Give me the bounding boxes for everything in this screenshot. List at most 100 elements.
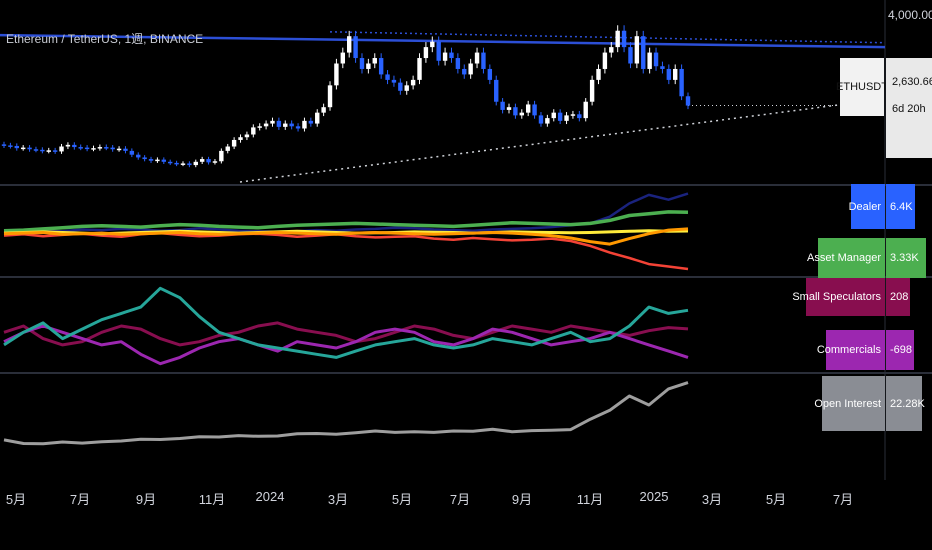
candle-body — [378, 58, 384, 75]
candle-body — [193, 161, 198, 166]
candle-body — [506, 107, 512, 110]
candle-body — [244, 134, 250, 138]
candle-body — [602, 52, 608, 69]
time-axis-tick: 3月 — [327, 492, 349, 507]
candle-body — [634, 36, 640, 64]
candle-body — [65, 144, 71, 147]
candle-body — [500, 101, 505, 110]
open-interest-pane — [3, 381, 689, 446]
legend-asset-manager-value: 3.33K — [886, 238, 926, 278]
candle-body — [653, 52, 659, 67]
candle-body — [589, 79, 595, 102]
legend-asset-manager-name: Asset Manager — [807, 238, 885, 278]
candle-body — [557, 112, 563, 121]
candle-body — [321, 107, 326, 113]
candle-body — [225, 146, 230, 151]
candle-body — [353, 36, 358, 59]
candle-body — [334, 63, 339, 86]
candle-body — [251, 127, 256, 135]
candle-body — [596, 68, 601, 80]
bar-countdown: 6d 20h — [892, 103, 926, 115]
candle-body — [40, 149, 45, 152]
candle-body — [315, 112, 320, 124]
candle-body — [110, 147, 115, 150]
candle-body — [91, 148, 96, 150]
candle-body — [340, 52, 346, 64]
candle-body — [116, 148, 122, 151]
pane-separators — [0, 0, 932, 480]
candle-body — [532, 104, 537, 116]
candle-body — [212, 161, 218, 163]
time-axis-tick: 11月 — [198, 492, 226, 507]
candle-body — [52, 150, 58, 152]
candle-body — [666, 68, 672, 80]
time-axis-tick: 7月 — [69, 492, 91, 507]
chart-title: Ethereum / TetherUS, 1週, BINANCE — [6, 32, 204, 46]
candle-body — [609, 47, 614, 53]
price-axis-top-label: 4,000.00 — [888, 8, 932, 22]
candle-body — [174, 162, 179, 165]
candle-body — [366, 63, 371, 69]
candle-body — [641, 36, 646, 69]
candle-body — [474, 52, 480, 64]
candle-body — [398, 82, 403, 91]
legend-dealer-value: 6.4K — [886, 184, 915, 229]
series-line-unlabeled — [3, 286, 689, 359]
candle-body — [46, 150, 51, 152]
candle-body — [359, 58, 365, 69]
candle-body — [295, 126, 301, 129]
series-line-leveraged-funds — [3, 231, 689, 271]
candle-body — [231, 139, 237, 147]
candle-body — [270, 120, 275, 124]
candle-body — [660, 66, 665, 69]
candle-body — [206, 159, 211, 163]
cot-spec-pane — [3, 286, 689, 366]
last-price-badge: 2,630.66 6d 20h — [886, 58, 932, 158]
time-axis-tick: 7月 — [832, 492, 854, 507]
candle-body — [1, 144, 7, 146]
last-price-value: 2,630.66 — [892, 76, 932, 88]
resistance-trendline — [0, 33, 886, 49]
candle-body — [187, 163, 192, 166]
candle-body — [263, 123, 269, 127]
cot-main-pane — [3, 192, 689, 271]
candle-body — [404, 85, 409, 91]
candle-body — [257, 126, 262, 128]
candle-body — [685, 96, 691, 106]
candle-body — [72, 144, 77, 148]
time-axis-tick: 5月 — [765, 492, 787, 507]
candle-body — [417, 58, 422, 80]
candle-body — [462, 68, 467, 75]
candle-body — [276, 120, 282, 127]
candle-body — [84, 147, 90, 150]
candle-body — [97, 147, 103, 149]
candle-body — [513, 107, 518, 116]
legend-dealer-name: Dealer — [849, 184, 885, 229]
candle-body — [391, 79, 397, 83]
candle-body — [123, 148, 128, 151]
candle-body — [468, 63, 473, 75]
candle-body — [679, 68, 684, 97]
time-axis-tick: 9月 — [135, 492, 157, 507]
candle-body — [346, 36, 352, 53]
candle-body — [308, 120, 314, 124]
candle-body — [372, 58, 377, 64]
candle-body — [199, 159, 205, 162]
candles — [1, 25, 691, 168]
candle-body — [14, 145, 19, 149]
candle-body — [538, 115, 544, 124]
candle-body — [155, 159, 160, 162]
candle-body — [289, 123, 294, 127]
candle-body — [8, 145, 13, 147]
candle-body — [385, 74, 390, 80]
time-axis-tick: 9月 — [511, 492, 533, 507]
legend-small-speculators-name: Small Speculators — [792, 278, 885, 316]
candle-body — [673, 68, 678, 80]
trendlines — [0, 31, 886, 183]
candle-body — [449, 52, 454, 59]
time-axis-tick: 5月 — [391, 492, 413, 507]
candle-body — [647, 52, 652, 69]
candle-body — [455, 58, 461, 69]
